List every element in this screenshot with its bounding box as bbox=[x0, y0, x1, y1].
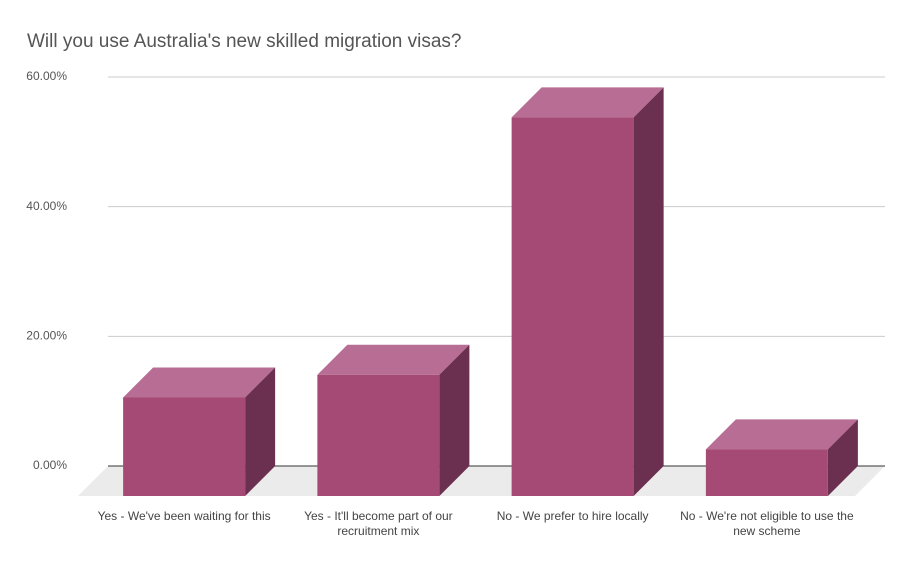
y-tick-label: 0.00% bbox=[33, 458, 67, 472]
y-tick-label: 20.00% bbox=[26, 329, 67, 343]
bar-top bbox=[705, 419, 858, 450]
bar-side bbox=[439, 344, 470, 496]
bar bbox=[511, 117, 634, 496]
bar-side bbox=[827, 419, 858, 496]
bar-top bbox=[123, 367, 276, 398]
bar-top bbox=[511, 87, 664, 118]
bar-top bbox=[317, 344, 470, 375]
bar bbox=[705, 449, 828, 496]
bar bbox=[317, 374, 440, 496]
x-tick-label: Yes - It'll become part of our recruitme… bbox=[304, 509, 453, 538]
floor bbox=[78, 466, 885, 496]
bar bbox=[123, 397, 246, 496]
x-tick-label: Yes - We've been waiting for this bbox=[97, 509, 271, 523]
y-tick-label: 40.00% bbox=[26, 199, 67, 213]
x-tick-label: No - We're not eligible to use the new s… bbox=[680, 509, 854, 538]
bar-side bbox=[633, 87, 664, 496]
bar-side bbox=[245, 367, 276, 496]
y-tick-label: 60.00% bbox=[26, 69, 67, 83]
chart-title: Will you use Australia's new skilled mig… bbox=[27, 31, 461, 52]
x-tick-label: No - We prefer to hire locally bbox=[496, 509, 649, 523]
